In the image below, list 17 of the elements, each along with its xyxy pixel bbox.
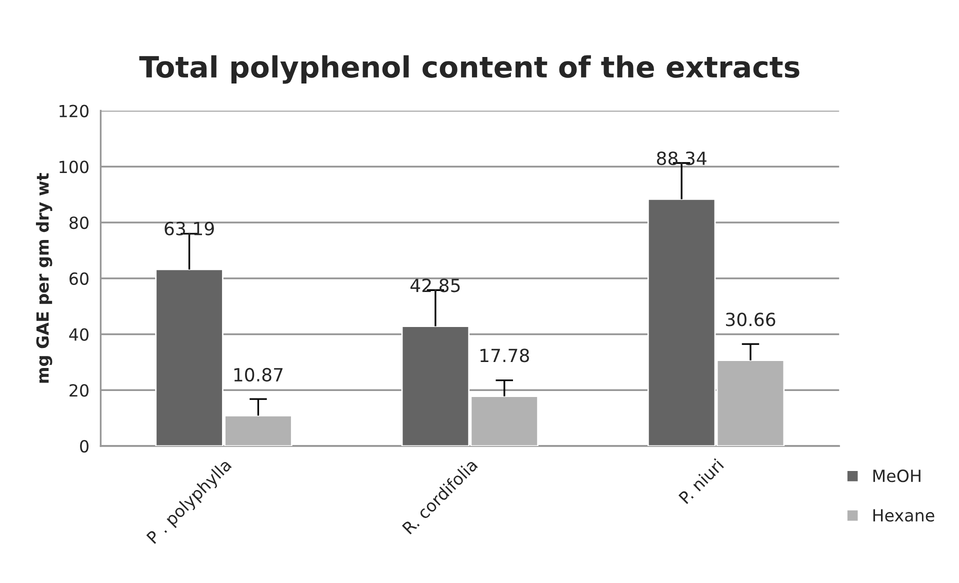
data-label: 30.66 (726, 312, 776, 326)
y-tick-label: 0 (80, 440, 88, 453)
y-tick-label: 60 (70, 272, 88, 285)
legend-label: MeOH (873, 470, 920, 482)
y-tick-label: 20 (70, 384, 88, 397)
y-tick-label: 100 (60, 160, 88, 174)
data-label: 63.19 (164, 222, 214, 236)
data-label: 10.87 (234, 368, 283, 382)
chart-title: Total polyphenol content of the extracts (139, 55, 800, 84)
y-tick-label: 40 (69, 328, 88, 341)
legend-label: Hexane (873, 509, 934, 522)
y-axis-title: mg GAE per gm dry wt (36, 173, 52, 383)
data-label: 88.34 (656, 152, 706, 166)
data-label: 17.78 (480, 348, 529, 362)
data-label: 42.85 (410, 278, 460, 292)
y-tick-label: 80 (70, 216, 88, 230)
y-tick-label: 120 (60, 104, 88, 118)
